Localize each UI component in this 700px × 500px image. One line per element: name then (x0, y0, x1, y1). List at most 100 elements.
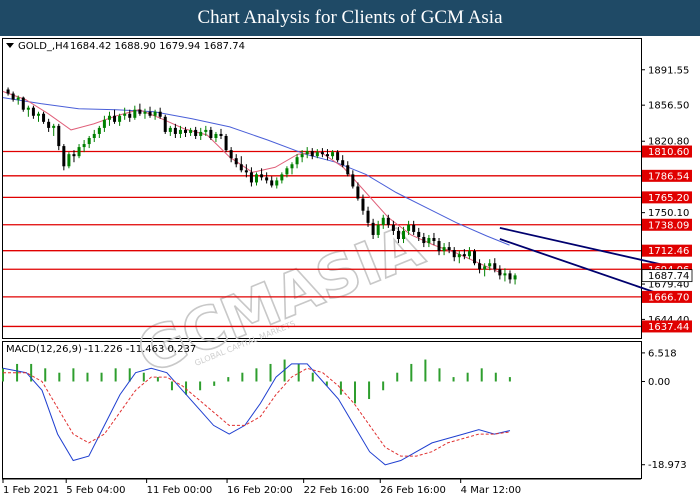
level-price-tag (642, 145, 692, 158)
candle-body (462, 254, 466, 257)
level-price-label: 1810.60 (648, 147, 689, 158)
candle-body (163, 116, 167, 132)
candle-body (229, 150, 233, 159)
macd-tick-label: -18.973 (648, 460, 687, 471)
candle-body (118, 115, 122, 122)
macd-histogram-bar (508, 377, 511, 382)
candle-body (361, 198, 365, 211)
macd-histogram-bar (354, 381, 356, 404)
macd-histogram-bar (2, 368, 4, 382)
level-price-label: 1712.46 (648, 246, 689, 257)
candle-body (178, 129, 182, 134)
level-price-label: 1666.70 (648, 292, 689, 303)
dropdown-icon[interactable] (6, 43, 14, 48)
candle-body (153, 111, 157, 116)
candle-body (386, 217, 390, 225)
time-tick-label: 11 Feb 00:00 (147, 485, 213, 496)
candle-body (320, 152, 324, 155)
macd-signal-line (3, 367, 511, 457)
macd-histogram-bar (58, 372, 61, 382)
candle-body (255, 174, 258, 183)
macd-histogram-bar (16, 363, 19, 382)
macd-line (2, 363, 511, 466)
candle-body (265, 177, 269, 181)
watermark-text: GCMASIA (128, 211, 433, 387)
candle-body (483, 266, 487, 270)
candle-body (356, 186, 360, 199)
macd-histogram-bar (72, 368, 75, 382)
macd-histogram-bar (339, 381, 342, 395)
candle-body (295, 157, 299, 165)
candle-body (102, 119, 106, 128)
candle-body (336, 152, 340, 161)
macd-histogram-bar (466, 372, 469, 382)
macd-histogram-bar (396, 372, 399, 382)
candle-body (239, 164, 243, 171)
candle-body (351, 174, 355, 187)
candle-body (113, 115, 117, 122)
macd-histogram-bar (368, 381, 371, 400)
candle-body (290, 164, 294, 169)
candle-body (407, 224, 411, 231)
candle-body (138, 109, 142, 114)
macd-histogram-bar (44, 368, 47, 382)
candle-body (123, 113, 127, 116)
candle-body (437, 241, 441, 252)
candle-body (107, 115, 111, 120)
candle-body (62, 146, 66, 167)
channel-upper-line (499, 227, 688, 272)
candle-body (42, 113, 46, 122)
macd-tick-label: 0.00 (648, 377, 670, 388)
candle-body (396, 230, 400, 240)
price-tick-label: 1891.55 (648, 65, 689, 76)
candle-body (427, 237, 431, 244)
macd-histogram-bar (100, 372, 103, 382)
candle-body (503, 273, 507, 276)
macd-histogram-bar (494, 372, 497, 382)
macd-label: MACD(12,26,9) (6, 344, 82, 355)
macd-histogram-bar (213, 381, 216, 386)
candles (6, 87, 517, 285)
level-price-tag (642, 244, 692, 257)
macd-histogram-bar (185, 381, 188, 395)
candle-body (57, 125, 61, 147)
current-price-label: 1687.74 (648, 271, 689, 282)
candle-body (168, 127, 172, 132)
candle-body (412, 224, 416, 232)
channel-lower-line (499, 238, 668, 298)
candle-body (457, 254, 461, 258)
time-tick-label: 26 Feb 16:00 (380, 485, 446, 496)
candle-body (325, 154, 329, 157)
candle-body (260, 174, 264, 178)
macd-histogram-bar (255, 368, 258, 382)
time-tick-label: 1 Feb 2021 (3, 485, 59, 496)
candle-body (214, 133, 218, 138)
time-tick-label: 22 Feb 16:00 (304, 485, 370, 496)
time-axis: 1 Feb 2021 5 Feb 04:00 11 Feb 00:00 16 Feb … (2, 479, 521, 496)
candle-body (128, 113, 132, 118)
symbol-name: GOLD_,H4 (18, 41, 69, 52)
macd-histogram-bar (128, 368, 131, 382)
candle-body (452, 250, 456, 258)
macd-histogram-bar (382, 381, 385, 391)
candle-body (249, 172, 253, 183)
macd-histogram-bar (30, 363, 33, 382)
candle-body (432, 237, 436, 242)
candle-body (381, 217, 385, 225)
candle-body (67, 154, 71, 167)
candle-body (209, 129, 213, 138)
candle-body (26, 107, 30, 110)
ma-fast-line (2, 91, 503, 274)
candle-body (391, 224, 395, 231)
candle-body (244, 170, 248, 173)
level-price-tag (642, 169, 692, 182)
candle-body (199, 131, 203, 136)
macd-pane-frame (2, 341, 642, 479)
candle-body (498, 269, 502, 276)
macd-histogram-bar (438, 368, 441, 382)
candle-body (270, 180, 274, 186)
candle-body (11, 93, 15, 100)
macd-values: -11.226 -11.463 0.237 (84, 344, 196, 355)
macd-histogram-bar (269, 363, 272, 382)
